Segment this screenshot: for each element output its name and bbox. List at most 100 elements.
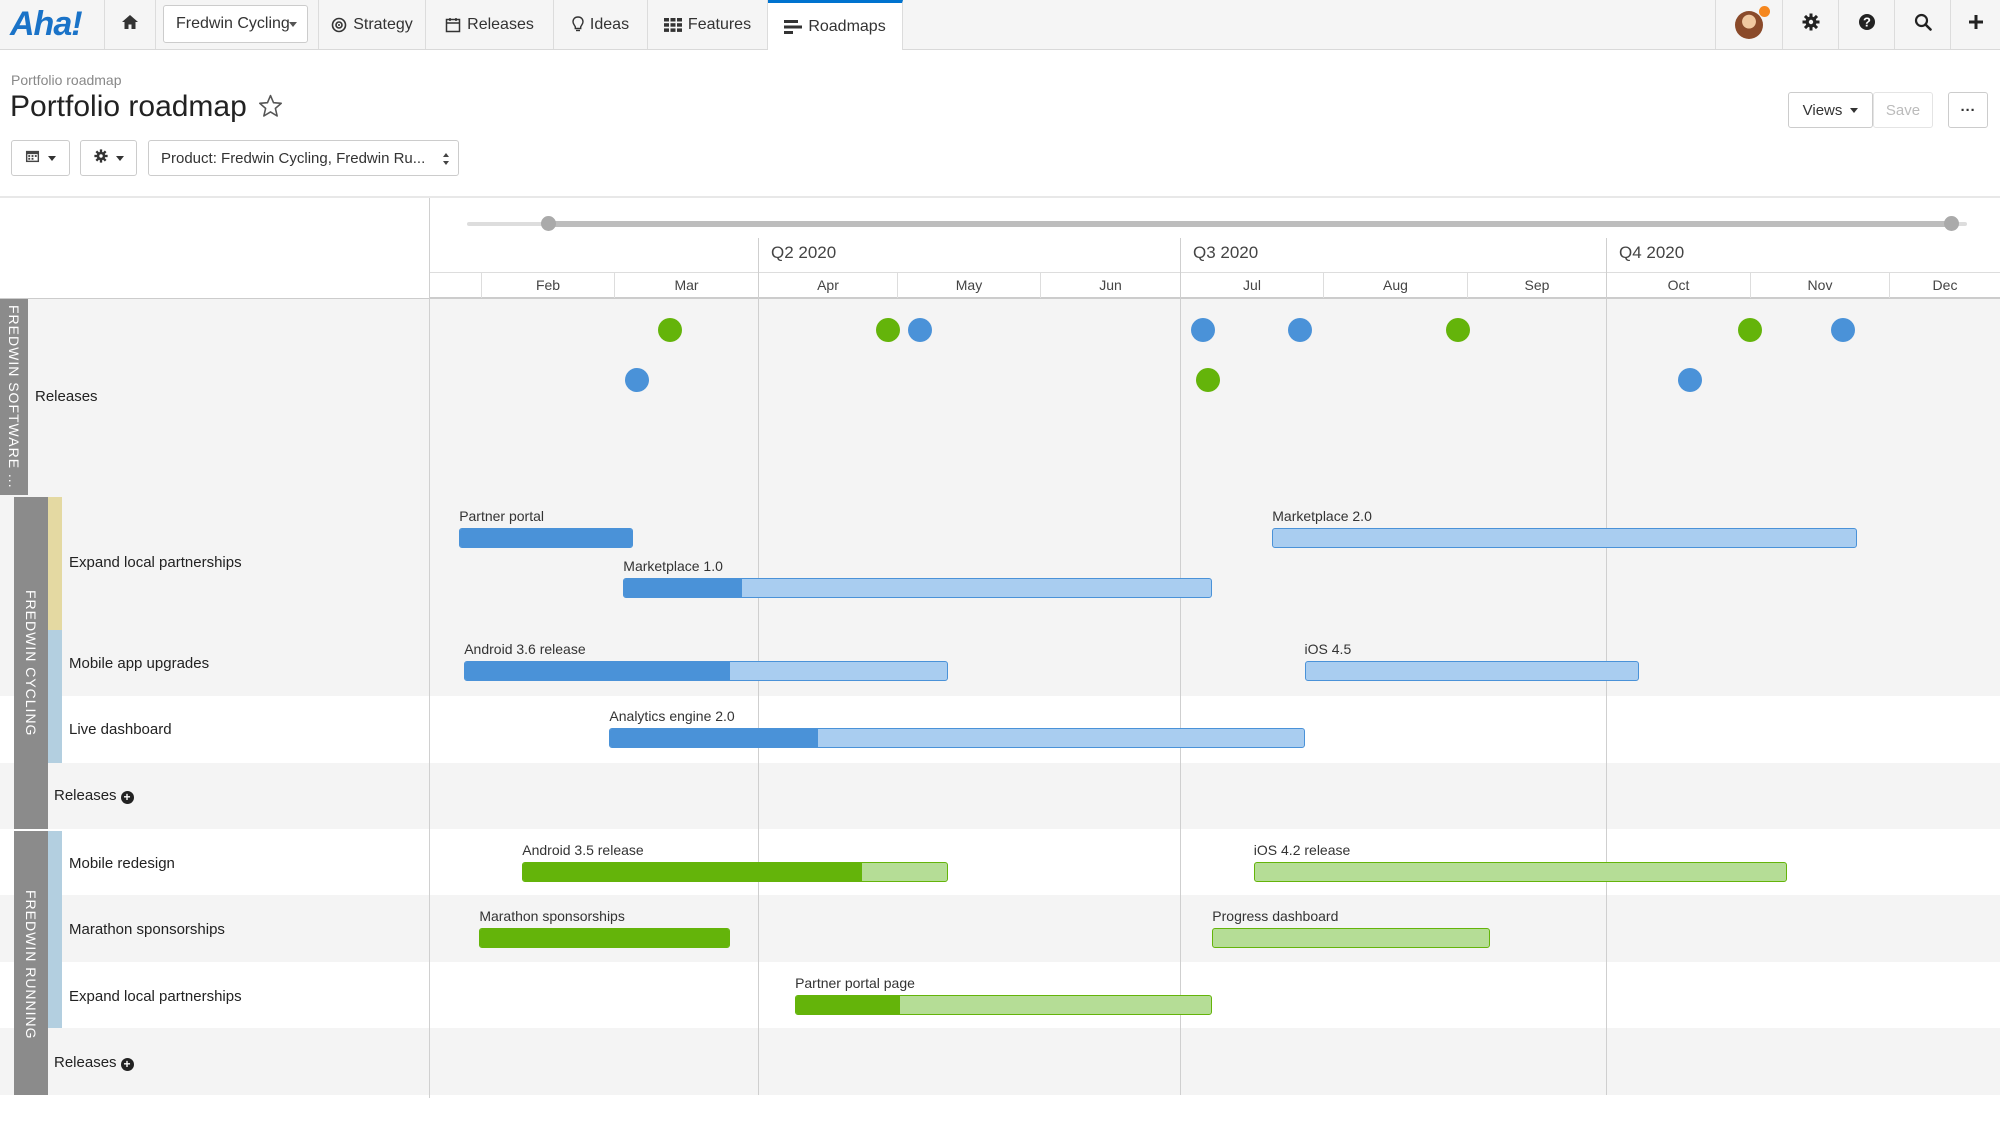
quarter-label: Q4 2020	[1619, 243, 1685, 262]
nav-roadmaps[interactable]: Roadmaps	[768, 0, 903, 50]
user-avatar-button[interactable]	[1715, 0, 1783, 49]
views-dropdown[interactable]: Views	[1788, 92, 1873, 128]
group-fredwin-cycling[interactable]	[14, 497, 48, 829]
month-nov: Nov	[1750, 272, 1889, 298]
grid-icon	[663, 17, 682, 32]
add-release-icon[interactable]: +	[120, 1057, 134, 1071]
save-button[interactable]: Save	[1873, 92, 1933, 128]
row-label-expand-local-partnerships[interactable]: Expand local partnerships	[69, 554, 242, 571]
question-icon: ?	[1858, 13, 1876, 36]
release-milestone[interactable]	[657, 318, 682, 342]
sort-arrows-icon	[442, 152, 450, 170]
release-milestone[interactable]	[1445, 318, 1470, 342]
top-nav: Aha! Fredwin Cycling Strategy Releases I…	[0, 0, 2000, 50]
group-fredwin-cycling-label: FREDWIN CYCLING	[23, 590, 39, 737]
label-column-divider	[429, 198, 430, 1098]
group-fredwin-running[interactable]	[14, 831, 48, 1095]
gear-icon	[1802, 13, 1820, 36]
product-filter-label: Product: Fredwin Cycling, Fredwin Ru...	[161, 149, 426, 167]
nav-features[interactable]: Features	[648, 0, 768, 49]
bar-label: Android 3.5 release	[522, 842, 644, 858]
chevron-down-icon	[48, 155, 56, 161]
nav-releases[interactable]: Releases	[426, 0, 554, 49]
row-label-releases[interactable]: Releases	[35, 388, 98, 405]
month-dec: Dec	[1889, 272, 2000, 298]
roadmap-bar[interactable]	[464, 661, 948, 681]
home-button[interactable]	[104, 0, 156, 49]
row-label-mobile-app-upgrades[interactable]: Mobile app upgrades	[69, 655, 210, 672]
row-label-live-dashboard[interactable]: Live dashboard	[69, 721, 172, 738]
settings-button[interactable]	[1783, 0, 1839, 49]
row-label-mobile-redesign[interactable]: Mobile redesign	[69, 855, 175, 872]
search-button[interactable]	[1895, 0, 1951, 49]
row-label-cycling-releases[interactable]: Releases +	[54, 787, 134, 804]
row-label-running-releases[interactable]: Releases +	[54, 1054, 134, 1071]
roadmap-bar[interactable]	[795, 995, 1213, 1015]
avatar	[1735, 5, 1770, 39]
nav-strategy[interactable]: Strategy	[318, 0, 426, 49]
bar-label: Partner portal	[459, 508, 545, 524]
roadmap-bar[interactable]	[1304, 661, 1639, 681]
release-milestone[interactable]	[1830, 318, 1855, 342]
roadmap-bar[interactable]	[1212, 928, 1491, 948]
nav-features-label: Features	[687, 15, 752, 33]
release-milestone[interactable]	[908, 318, 933, 342]
bar-label: Partner portal page	[795, 975, 915, 991]
timeline-slider-range[interactable]	[548, 221, 1952, 227]
release-milestone[interactable]	[1191, 318, 1216, 342]
product-filter-select[interactable]: Product: Fredwin Cycling, Fredwin Ru...	[148, 140, 459, 176]
chevron-down-icon	[115, 155, 124, 161]
timeline-slider-start-handle[interactable]	[541, 216, 556, 231]
breadcrumb[interactable]: Portfolio roadmap	[11, 72, 122, 88]
row-label-marathon-sponsorships[interactable]: Marathon sponsorships	[69, 921, 225, 938]
views-label: Views	[1802, 101, 1843, 119]
bar-label: Marketplace 2.0	[1272, 508, 1372, 524]
roadmap-bar[interactable]	[522, 862, 948, 882]
date-range-button[interactable]	[11, 140, 70, 176]
roadmap-bar[interactable]	[1272, 528, 1857, 548]
timeline-slider-end-handle[interactable]	[1944, 216, 1959, 231]
help-button[interactable]: ?	[1839, 0, 1895, 49]
roadmap-bar[interactable]	[479, 928, 731, 948]
add-button[interactable]	[1951, 0, 2000, 49]
release-milestone[interactable]	[1677, 368, 1702, 392]
bar-label: Marketplace 1.0	[623, 558, 723, 574]
row-cycling-mobile	[0, 630, 2000, 696]
row-running-releases	[0, 1028, 2000, 1095]
release-milestone[interactable]	[1738, 318, 1762, 342]
star-icon[interactable]	[258, 94, 283, 123]
more-options-button[interactable]: ···	[1948, 92, 1988, 128]
month-sep: Sep	[1467, 272, 1606, 298]
month-aug: Aug	[1323, 272, 1467, 298]
roadmap-bar[interactable]	[1253, 862, 1788, 882]
nav-ideas[interactable]: Ideas	[554, 0, 648, 49]
header-divider	[0, 196, 2000, 198]
row-cycling-releases	[0, 763, 2000, 829]
roadmap-settings-button[interactable]	[80, 140, 137, 176]
month-jul: Jul	[1180, 272, 1323, 298]
release-milestone[interactable]	[875, 318, 900, 342]
group-fredwin-software[interactable]	[0, 299, 28, 495]
progress-fill	[610, 729, 819, 747]
home-icon	[121, 14, 139, 35]
add-release-icon[interactable]: +	[120, 790, 134, 804]
product-selector[interactable]: Fredwin Cycling	[163, 5, 308, 43]
more-label: ···	[1960, 101, 1976, 119]
release-milestone[interactable]	[625, 368, 650, 392]
release-milestone[interactable]	[1287, 318, 1312, 342]
group-fredwin-software-label: FREDWIN SOFTWARE ...	[6, 305, 22, 489]
roadmap-bar[interactable]	[459, 528, 633, 548]
progress-fill	[460, 529, 632, 547]
initiative-color-swatch	[48, 831, 62, 1028]
aha-logo[interactable]: Aha!	[10, 5, 83, 43]
page-title: Portfolio roadmap	[10, 90, 247, 123]
bar-label: iOS 4.2 release	[1253, 842, 1351, 858]
month-oct: Oct	[1606, 272, 1750, 298]
progress-fill	[480, 929, 730, 947]
roadmap-bar[interactable]	[623, 578, 1213, 598]
initiative-color-swatch	[48, 497, 62, 630]
row-label-expand-local-partnerships[interactable]: Expand local partnerships	[69, 988, 242, 1005]
quarter-label: Q2 2020	[771, 243, 837, 262]
roadmap-bar[interactable]	[609, 728, 1305, 748]
release-milestone[interactable]	[1195, 368, 1220, 392]
